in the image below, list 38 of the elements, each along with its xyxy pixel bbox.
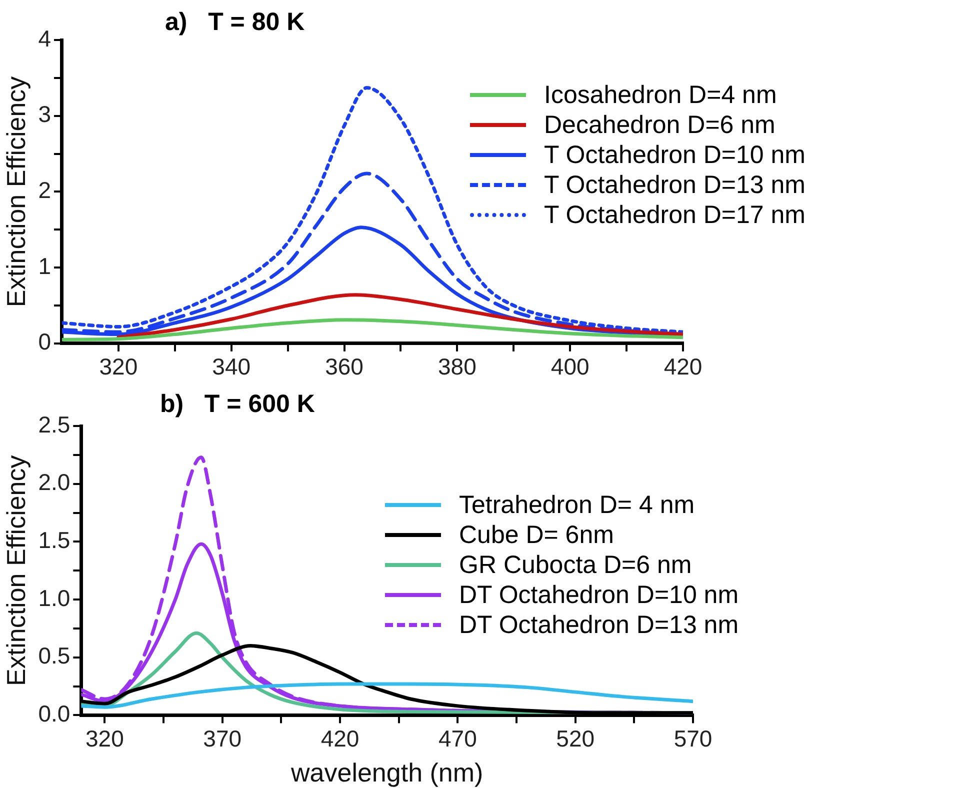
legend-label: T Octahedron D=17 nm [544,200,806,230]
chart-title: b) T = 600 K [160,390,315,419]
y-tick-label: 3 [38,101,51,128]
y-axis-title: Extinction Efficiency [0,76,31,308]
y-tick-label: 1.0 [38,584,70,611]
legend-label: DT Octahedron D=13 nm [459,610,739,640]
x-tick-label: 320 [86,725,124,752]
x-tick-label: 400 [550,354,590,380]
legend-label: Icosahedron D=4 nm [544,80,777,110]
x-tick-label: 320 [99,354,138,380]
y-tick-label: 0 [38,328,51,355]
x-tick-label: 380 [438,354,476,380]
x-tick-label: 370 [203,725,242,752]
y-tick-label: 4 [38,25,52,52]
legend-label: Tetrahedron D= 4 nm [459,490,695,520]
legend-label: T Octahedron D=10 nm [544,140,806,170]
x-tick-label: 340 [212,354,251,380]
y-tick-label: 1 [38,252,51,279]
x-tick-label: 420 [320,725,360,752]
legend-label: T Octahedron D=13 nm [544,170,806,200]
x-tick-label: 570 [674,725,712,752]
y-tick-label: 2.0 [38,469,70,496]
legend-label: Decahedron D=6 nm [544,110,776,140]
x-tick-label: 470 [438,725,477,752]
legend-label: DT Octahedron D=10 nm [459,580,739,610]
x-axis-title: wavelength (nm) [290,758,484,788]
y-tick-label: 1.5 [38,527,70,554]
x-tick-label: 520 [556,725,595,752]
x-tick-label: 420 [664,354,702,380]
y-axis-title: Extinction Efficiency [0,455,31,686]
y-tick-label: 0.5 [38,642,70,669]
legend-label: GR Cubocta D=6 nm [459,550,692,580]
legend-label: Cube D= 6nm [459,520,614,550]
x-tick-label: 360 [325,354,364,380]
y-tick-label: 2 [38,177,51,204]
y-tick-label: 2.5 [38,411,70,438]
y-tick-label: 0.0 [38,700,70,727]
chart-title: a) T = 80 K [165,8,305,37]
